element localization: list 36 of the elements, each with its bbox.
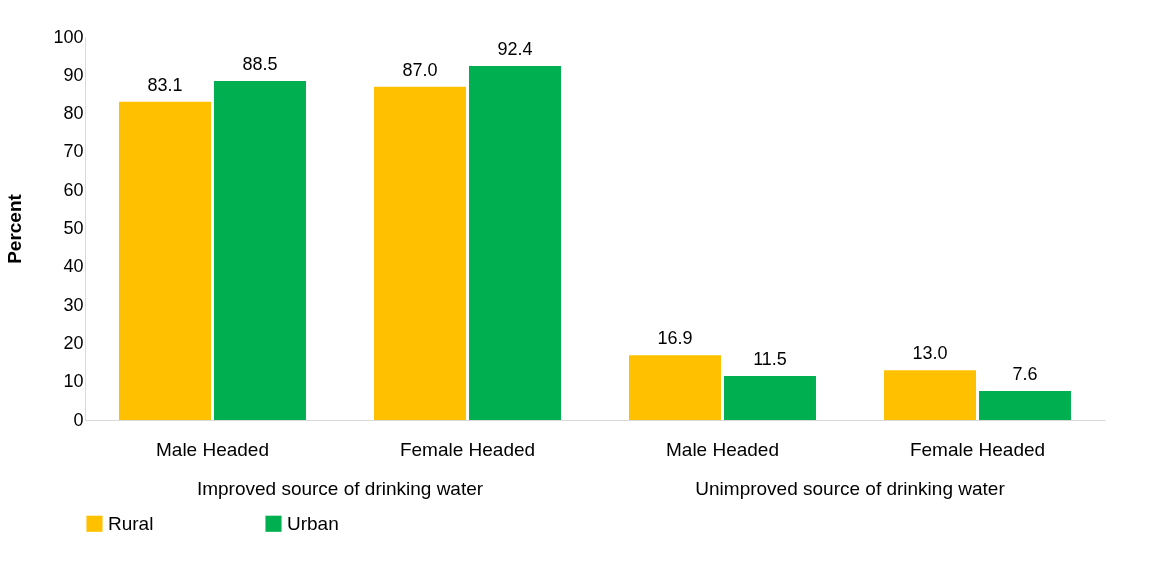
x-tick-label: Male Headed: [155, 438, 270, 460]
x-tick-label: Female Headed: [399, 438, 536, 460]
y-tick-label: 30: [63, 294, 84, 315]
legend-label: Urban: [287, 512, 339, 534]
text: 88.5: [242, 54, 278, 75]
bar: [723, 375, 816, 420]
y-tick-label: 20: [63, 332, 84, 353]
text: 13.0: [912, 343, 948, 364]
bar: [629, 355, 722, 420]
text: 16.9: [657, 328, 693, 349]
y-tick-label: 90: [63, 64, 84, 85]
y-tick-label: 40: [63, 256, 84, 277]
bar: [468, 66, 561, 420]
x-tick-label: Female Headed: [909, 438, 1046, 460]
text: 83.1: [147, 74, 183, 95]
y-tick-label: 10: [63, 371, 84, 392]
y-tick-label: 50: [63, 218, 84, 238]
bar: [374, 86, 467, 420]
y-tick-label: 0: [73, 409, 84, 430]
text: Improved source of drinking water: [196, 478, 484, 499]
y-tick-label: 60: [63, 179, 84, 200]
text: Unimproved source of drinking water: [695, 478, 1006, 499]
bar: [884, 370, 977, 420]
legend-label: Rural: [108, 512, 154, 534]
text: 92.4: [497, 39, 533, 60]
y-tick-label: 80: [63, 103, 84, 124]
text: 11.5: [753, 348, 787, 369]
bar: [213, 81, 306, 420]
bar: [978, 390, 1071, 420]
y-tick-label: 100: [53, 26, 84, 47]
bar: [119, 101, 212, 420]
text: 7.6: [1012, 363, 1038, 384]
y-axis-title: Percent: [4, 193, 26, 264]
y-tick-label: 70: [63, 141, 84, 162]
text: 87.0: [402, 59, 438, 80]
x-tick-label: Male Headed: [665, 438, 780, 460]
